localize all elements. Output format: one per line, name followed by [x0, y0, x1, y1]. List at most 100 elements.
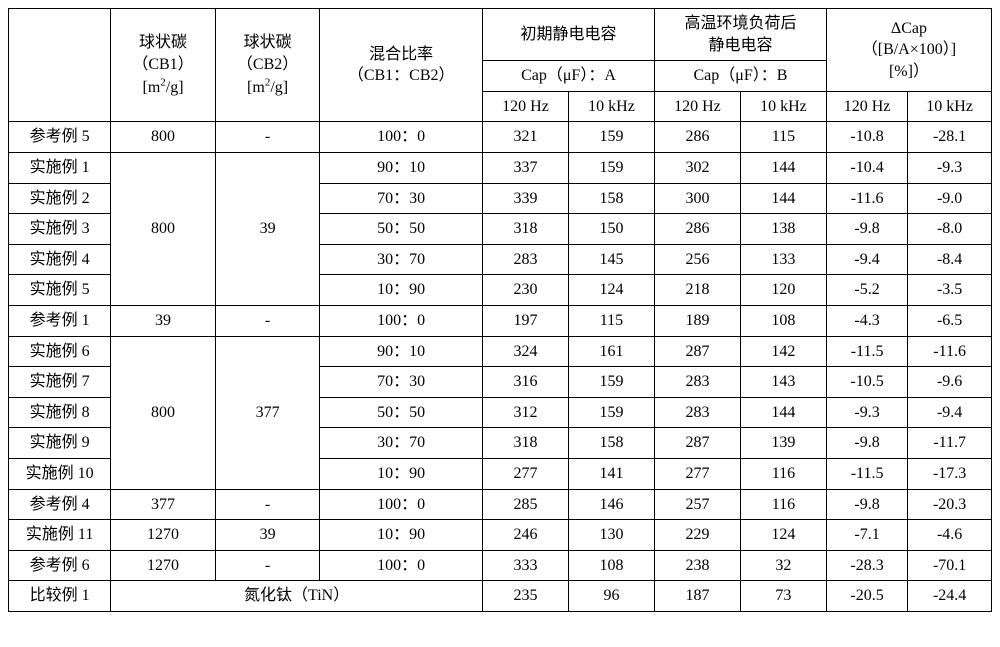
cell-a120: 333	[483, 550, 569, 581]
cell-a10k: 141	[568, 458, 654, 489]
header-d120: 120 Hz	[826, 91, 907, 122]
cell-b10k: 144	[740, 397, 826, 428]
cell-d120: -11.5	[826, 336, 907, 367]
cell-b10k: 139	[740, 428, 826, 459]
header-initcap: 初期静电电容	[483, 9, 655, 61]
cell-b120: 277	[654, 458, 740, 489]
cell-a10k: 108	[568, 550, 654, 581]
cell-d10k: -9.3	[908, 152, 992, 183]
cell-b120: 286	[654, 214, 740, 245]
cell-cb2: 377	[215, 336, 320, 489]
cell-d120: -4.3	[826, 305, 907, 336]
cell-mix: 30：70	[320, 428, 483, 459]
cell-b10k: 143	[740, 367, 826, 398]
cell-b120: 302	[654, 152, 740, 183]
cell-a10k: 159	[568, 122, 654, 153]
cell-a10k: 158	[568, 428, 654, 459]
cell-d10k: -9.6	[908, 367, 992, 398]
cell-a10k: 159	[568, 367, 654, 398]
cell-b10k: 116	[740, 458, 826, 489]
cell-a10k: 161	[568, 336, 654, 367]
cell-a10k: 146	[568, 489, 654, 520]
header-b10k: 10 kHz	[740, 91, 826, 122]
cell-d10k: -3.5	[908, 275, 992, 306]
row-label: 实施例 9	[9, 428, 111, 459]
cell-cb1: 1270	[111, 550, 216, 581]
cell-a10k: 158	[568, 183, 654, 214]
cell-b120: 287	[654, 336, 740, 367]
row-label: 实施例 8	[9, 397, 111, 428]
cell-d120: -10.4	[826, 152, 907, 183]
cell-d120: -11.6	[826, 183, 907, 214]
cell-b10k: 138	[740, 214, 826, 245]
table-row: 参考例 4377-100：0285146257116-9.8-20.3	[9, 489, 992, 520]
table-row: 比较例 1氮化钛（TiN）2359618773-20.5-24.4	[9, 581, 992, 612]
cell-d120: -20.5	[826, 581, 907, 612]
header-cb2: 球状碳 （CB2） [m2/g]	[215, 9, 320, 122]
cell-b120: 300	[654, 183, 740, 214]
header-dcap: ΔCap （[B/A×100）] [%]）	[826, 9, 991, 92]
cell-b10k: 115	[740, 122, 826, 153]
cell-cb2: -	[215, 122, 320, 153]
cell-cb1: 800	[111, 122, 216, 153]
cell-cb1: 800	[111, 336, 216, 489]
cell-a120: 321	[483, 122, 569, 153]
cell-b10k: 133	[740, 244, 826, 275]
cell-d120: -9.8	[826, 428, 907, 459]
header-a120: 120 Hz	[483, 91, 569, 122]
header-blank	[9, 9, 111, 122]
cell-cb1: 377	[111, 489, 216, 520]
cell-mix: 70：30	[320, 367, 483, 398]
cell-d120: -10.8	[826, 122, 907, 153]
cell-b10k: 73	[740, 581, 826, 612]
cell-a10k: 124	[568, 275, 654, 306]
cell-mix: 90：10	[320, 336, 483, 367]
cell-mix: 30：70	[320, 244, 483, 275]
row-label: 实施例 11	[9, 520, 111, 551]
cell-mix: 100：0	[320, 550, 483, 581]
cell-d10k: -20.3	[908, 489, 992, 520]
cell-mix: 100：0	[320, 489, 483, 520]
cell-b120: 187	[654, 581, 740, 612]
row-label: 参考例 4	[9, 489, 111, 520]
cell-a120: 197	[483, 305, 569, 336]
cell-a120: 283	[483, 244, 569, 275]
cell-b120: 189	[654, 305, 740, 336]
cell-d120: -9.8	[826, 214, 907, 245]
row-label: 实施例 4	[9, 244, 111, 275]
cell-d120: -28.3	[826, 550, 907, 581]
cell-cb2: -	[215, 305, 320, 336]
row-label: 参考例 1	[9, 305, 111, 336]
header-a10k: 10 kHz	[568, 91, 654, 122]
cell-a120: 318	[483, 214, 569, 245]
cell-mix: 50：50	[320, 397, 483, 428]
cell-mix: 90：10	[320, 152, 483, 183]
cell-material: 氮化钛（TiN）	[111, 581, 483, 612]
header-cb1: 球状碳 （CB1） [m2/g]	[111, 9, 216, 122]
cell-cb1: 1270	[111, 520, 216, 551]
cell-mix: 100：0	[320, 122, 483, 153]
cell-d10k: -6.5	[908, 305, 992, 336]
cell-a10k: 96	[568, 581, 654, 612]
cell-d10k: -8.0	[908, 214, 992, 245]
cell-a10k: 159	[568, 397, 654, 428]
row-label: 实施例 6	[9, 336, 111, 367]
table-header: 球状碳 （CB1） [m2/g] 球状碳 （CB2） [m2/g] 混合比率 （…	[9, 9, 992, 122]
cell-b120: 283	[654, 367, 740, 398]
table-row: 实施例 18003990：10337159302144-10.4-9.3	[9, 152, 992, 183]
cell-mix: 10：90	[320, 458, 483, 489]
cell-d10k: -9.0	[908, 183, 992, 214]
header-initcap-sub: Cap（μF）：A	[483, 61, 655, 92]
cell-a120: 318	[483, 428, 569, 459]
cell-a10k: 145	[568, 244, 654, 275]
cell-d120: -9.8	[826, 489, 907, 520]
cell-a120: 337	[483, 152, 569, 183]
cell-b120: 286	[654, 122, 740, 153]
cell-a120: 230	[483, 275, 569, 306]
cell-b10k: 144	[740, 152, 826, 183]
row-label: 实施例 3	[9, 214, 111, 245]
cell-d10k: -8.4	[908, 244, 992, 275]
row-label: 比较例 1	[9, 581, 111, 612]
cell-b120: 256	[654, 244, 740, 275]
cell-mix: 70：30	[320, 183, 483, 214]
